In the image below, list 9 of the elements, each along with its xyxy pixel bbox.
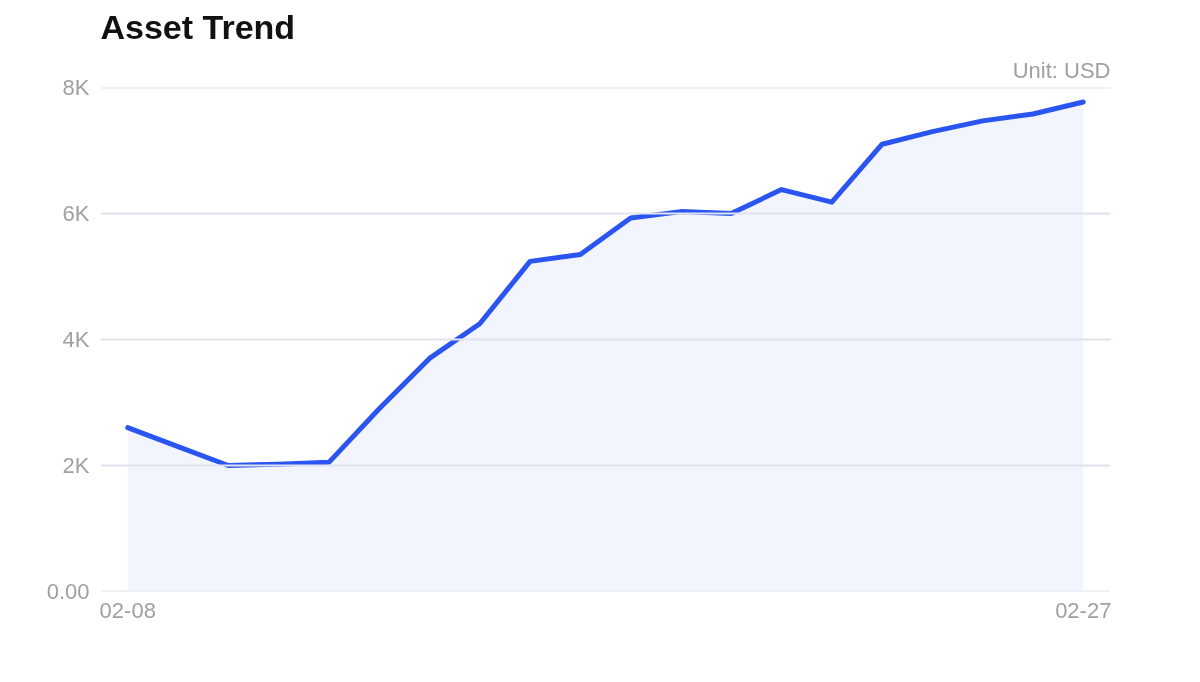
y-tick-label: 0.00	[46, 579, 90, 604]
y-tick-label: 2K	[62, 453, 90, 478]
y-tick-label: 4K	[62, 327, 90, 352]
y-tick-label: 8K	[62, 75, 90, 100]
x-tick-label: 02-27	[1055, 597, 1112, 623]
y-tick-label: 6K	[62, 201, 90, 226]
text: Unit: USD	[1012, 57, 1111, 83]
chart-title: Asset Trend	[100, 7, 296, 46]
x-tick-label: 02-08	[99, 597, 156, 623]
